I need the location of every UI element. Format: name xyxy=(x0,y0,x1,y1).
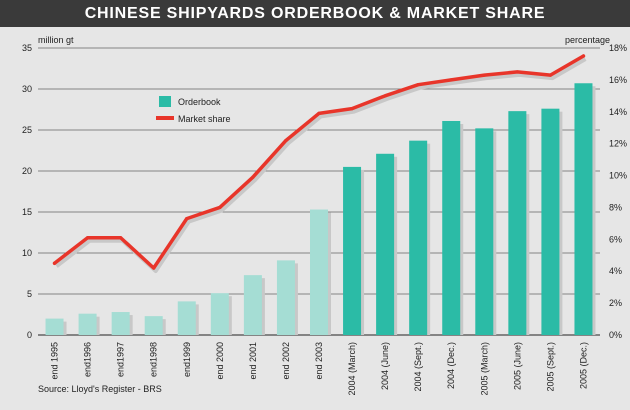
x-axis-tick-label: 2005 (Sept.) xyxy=(545,342,555,392)
market-share-point xyxy=(548,73,553,77)
chart-title: CHINESE SHIPYARDS ORDERBOOK & MARKET SHA… xyxy=(0,0,630,27)
left-axis-tick-label: 35 xyxy=(22,43,32,53)
left-axis-unit: million gt xyxy=(38,35,74,45)
bar-orderbook xyxy=(210,293,229,335)
x-axis-tick-label: end1998 xyxy=(149,342,159,377)
right-axis-tick-label: 12% xyxy=(609,139,627,149)
x-axis-tick-label: 2004 (March) xyxy=(347,342,357,396)
bar-orderbook xyxy=(574,83,593,335)
x-axis-tick-label: end1997 xyxy=(116,342,126,377)
bar-orderbook xyxy=(310,209,328,335)
bar-orderbook xyxy=(144,316,163,335)
market-share-point xyxy=(152,266,156,270)
x-axis-tick-label: 2005 (March) xyxy=(479,342,489,396)
left-axis-tick-label: 0 xyxy=(27,330,32,340)
x-axis-tick-label: end 1995 xyxy=(50,342,60,380)
bar-orderbook xyxy=(475,128,494,335)
right-axis-unit: percentage xyxy=(565,35,610,45)
market-share-point xyxy=(449,78,453,82)
market-share-point xyxy=(515,70,519,74)
right-axis-tick-label: 10% xyxy=(609,171,627,181)
market-share-point xyxy=(482,73,486,77)
x-axis-tick-label: 2004 (June) xyxy=(380,342,390,390)
bar-orderbook xyxy=(541,108,560,336)
market-share-point xyxy=(317,111,321,115)
x-axis-tick-label: end1996 xyxy=(83,342,93,377)
left-axis-tick-label: 20 xyxy=(22,166,32,176)
market-share-point xyxy=(119,236,123,240)
market-share-point xyxy=(85,236,90,240)
left-axis-tick-label: 30 xyxy=(22,84,32,94)
x-axis-tick-label: end 2002 xyxy=(281,342,291,380)
bar-orderbook xyxy=(177,301,196,335)
bar-orderbook xyxy=(343,166,362,335)
bar-orderbook xyxy=(243,275,262,335)
legend-market-share-label: Market share xyxy=(178,114,231,124)
right-axis-tick-label: 6% xyxy=(609,234,622,244)
bar-orderbook xyxy=(45,318,64,335)
left-axis-tick-label: 5 xyxy=(27,289,32,299)
market-share-point xyxy=(416,83,420,87)
x-axis-tick-label: 2005 (Dec.) xyxy=(578,342,588,389)
market-share-point xyxy=(185,217,189,221)
x-axis-tick-label: end 2003 xyxy=(314,342,324,380)
right-axis-tick-label: 16% xyxy=(609,75,627,85)
x-axis-tick-label: end 2001 xyxy=(248,342,258,380)
legend-orderbook-label: Orderbook xyxy=(178,97,221,107)
bar-orderbook xyxy=(111,312,130,335)
right-axis-tick-label: 2% xyxy=(609,298,622,308)
x-axis-tick-label: end 2000 xyxy=(215,342,225,380)
right-axis-tick-label: 0% xyxy=(609,330,622,340)
market-share-point xyxy=(350,106,354,111)
bar-orderbook xyxy=(409,140,428,335)
bar-orderbook xyxy=(78,313,97,335)
bar-orderbook xyxy=(376,153,395,335)
left-axis-tick-label: 15 xyxy=(22,207,32,217)
left-axis-tick-label: 25 xyxy=(22,125,32,135)
x-axis-tick-label: end1999 xyxy=(182,342,192,377)
right-axis-tick-label: 18% xyxy=(609,43,627,53)
bar-orderbook xyxy=(442,120,461,335)
right-axis-tick-label: 8% xyxy=(609,202,622,212)
bar-orderbook xyxy=(276,260,295,335)
market-share-point xyxy=(251,175,255,179)
bar-orderbook xyxy=(508,111,527,335)
source-note: Source: Lloyd's Register - BRS xyxy=(38,384,162,394)
right-axis-tick-label: 14% xyxy=(609,107,627,117)
x-axis-tick-label: 2004 (Dec.) xyxy=(446,342,456,389)
x-axis-tick-label: 2005 (June) xyxy=(512,342,522,390)
market-share-point xyxy=(383,94,387,98)
left-axis-tick-label: 10 xyxy=(22,248,32,258)
legend-orderbook-swatch xyxy=(159,96,171,107)
market-share-point xyxy=(218,205,222,210)
market-share-point xyxy=(284,138,288,143)
market-share-point xyxy=(52,261,57,265)
x-axis-tick-label: 2004 (Sept.) xyxy=(413,342,423,392)
right-axis-tick-label: 4% xyxy=(609,266,622,276)
legend-market-share-swatch xyxy=(156,116,174,120)
market-share-point xyxy=(581,54,586,58)
